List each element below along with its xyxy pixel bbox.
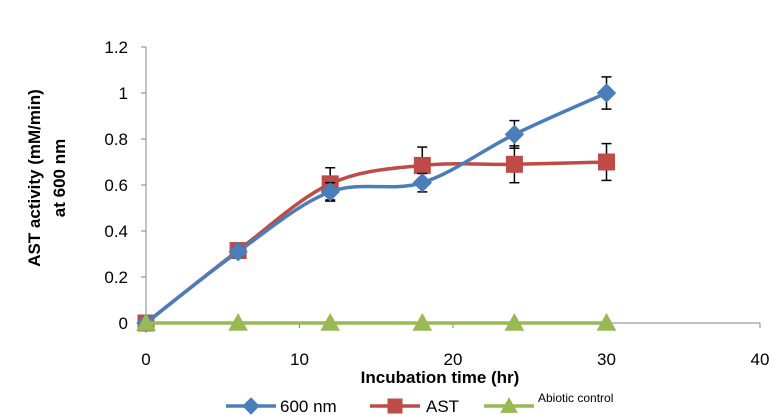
x-tick-label: 10 [290, 350, 309, 369]
x-tick-labels: 0 10 20 30 40 [141, 350, 769, 369]
data-point [504, 124, 525, 145]
data-point [596, 312, 617, 331]
series-square [137, 142, 615, 332]
y-tick-labels: 0 0.2 0.4 0.6 0.8 1 1.2 [104, 38, 128, 333]
data-point [228, 312, 248, 331]
data-point [596, 83, 617, 103]
y-axis-title-line2: at 600 nm [50, 139, 69, 217]
legend-label: Abiotic control [538, 391, 613, 405]
series-layer [136, 76, 617, 333]
x-tick-label: 30 [597, 350, 616, 369]
legend-marker [242, 397, 260, 415]
data-point [228, 241, 248, 262]
legend: 600 nm AST Abiotic control [226, 391, 613, 415]
legend-item: AST [370, 397, 459, 415]
data-point [413, 156, 431, 174]
y-tick-label: 0 [119, 314, 128, 333]
y-tick-label: 0.2 [104, 268, 128, 287]
series-line [144, 91, 608, 325]
series-diamond [136, 76, 617, 333]
legend-marker [500, 396, 518, 413]
y-tick-label: 0.8 [104, 130, 128, 149]
y-tick-label: 0.4 [104, 222, 128, 241]
data-point [505, 155, 523, 173]
data-point [598, 153, 615, 171]
x-tick-label: 0 [141, 350, 150, 369]
x-tick-label: 40 [751, 350, 770, 369]
data-point [320, 182, 340, 202]
y-axis-title-line1: AST activity (mM/min) [25, 89, 44, 267]
data-point [320, 312, 341, 331]
legend-item: Abiotic control [484, 391, 613, 413]
axes [141, 46, 761, 328]
data-point [412, 312, 433, 331]
x-tick-label: 20 [444, 350, 463, 369]
legend-label: AST [426, 397, 459, 415]
legend-item: 600 nm [226, 397, 337, 415]
legend-label: 600 nm [280, 397, 337, 415]
data-point [136, 312, 156, 331]
y-tick-label: 0.6 [104, 176, 128, 195]
series-triangle [136, 312, 617, 331]
data-point [412, 172, 433, 193]
y-tick-label: 1.2 [104, 38, 128, 57]
y-tick-label: 1 [119, 84, 128, 103]
legend-marker [387, 398, 403, 414]
x-axis-title: Incubation time (hr) [361, 368, 520, 387]
y-axis-title: AST activity (mM/min) at 600 nm [25, 89, 69, 267]
data-point [504, 312, 525, 331]
